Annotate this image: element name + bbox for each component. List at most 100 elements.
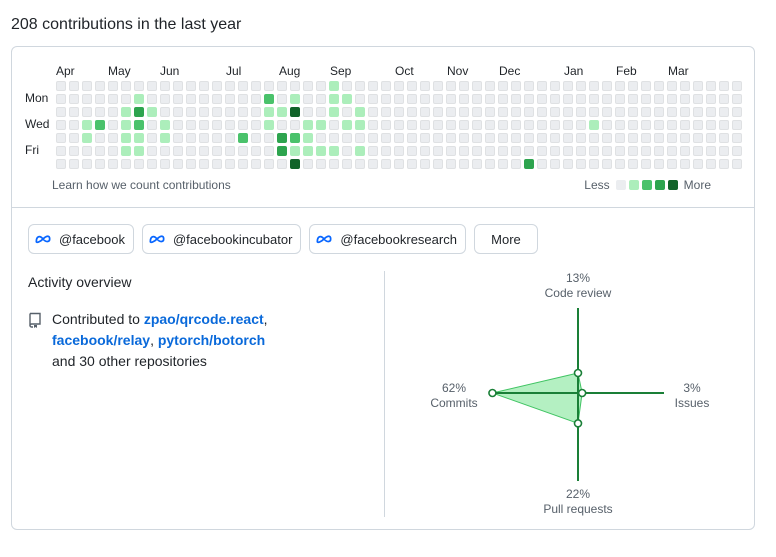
contribution-cell[interactable]: [225, 146, 235, 156]
contribution-cell[interactable]: [69, 94, 79, 104]
contribution-cell[interactable]: [316, 120, 326, 130]
contribution-cell[interactable]: [641, 133, 651, 143]
contribution-cell[interactable]: [732, 146, 742, 156]
contribution-cell[interactable]: [342, 81, 352, 91]
contribution-cell[interactable]: [355, 107, 365, 117]
contribution-cell[interactable]: [186, 94, 196, 104]
contribution-cell[interactable]: [459, 146, 469, 156]
contribution-cell[interactable]: [342, 159, 352, 169]
contribution-cell[interactable]: [654, 94, 664, 104]
contribution-cell[interactable]: [563, 94, 573, 104]
contribution-cell[interactable]: [368, 133, 378, 143]
contribution-cell[interactable]: [719, 159, 729, 169]
contribution-cell[interactable]: [277, 107, 287, 117]
contribution-cell[interactable]: [277, 133, 287, 143]
contribution-cell[interactable]: [550, 159, 560, 169]
contribution-cell[interactable]: [719, 146, 729, 156]
contribution-cell[interactable]: [342, 94, 352, 104]
contribution-cell[interactable]: [108, 146, 118, 156]
contribution-cell[interactable]: [225, 120, 235, 130]
contribution-cell[interactable]: [381, 120, 391, 130]
contribution-cell[interactable]: [654, 120, 664, 130]
contribution-cell[interactable]: [56, 146, 66, 156]
contribution-cell[interactable]: [446, 159, 456, 169]
contribution-cell[interactable]: [199, 120, 209, 130]
contribution-cell[interactable]: [524, 107, 534, 117]
contribution-cell[interactable]: [732, 107, 742, 117]
contribution-cell[interactable]: [329, 94, 339, 104]
contribution-cell[interactable]: [433, 120, 443, 130]
contribution-cell[interactable]: [134, 159, 144, 169]
contribution-cell[interactable]: [459, 133, 469, 143]
contribution-cell[interactable]: [472, 133, 482, 143]
contribution-cell[interactable]: [147, 107, 157, 117]
contribution-cell[interactable]: [342, 107, 352, 117]
contribution-cell[interactable]: [56, 107, 66, 117]
contribution-cell[interactable]: [160, 107, 170, 117]
contribution-cell[interactable]: [225, 94, 235, 104]
contribution-cell[interactable]: [589, 159, 599, 169]
contribution-cell[interactable]: [407, 159, 417, 169]
contribution-cell[interactable]: [537, 159, 547, 169]
contribution-cell[interactable]: [511, 133, 521, 143]
contribution-cell[interactable]: [576, 120, 586, 130]
contribution-cell[interactable]: [381, 146, 391, 156]
contribution-cell[interactable]: [69, 81, 79, 91]
repo-link-qrcode-react[interactable]: zpao/qrcode.react: [143, 311, 264, 327]
contribution-cell[interactable]: [420, 159, 430, 169]
contribution-cell[interactable]: [498, 159, 508, 169]
contribution-cell[interactable]: [615, 94, 625, 104]
contribution-cell[interactable]: [680, 94, 690, 104]
contribution-cell[interactable]: [420, 133, 430, 143]
contribution-cell[interactable]: [641, 81, 651, 91]
contribution-cell[interactable]: [238, 159, 248, 169]
contribution-cell[interactable]: [628, 81, 638, 91]
contribution-cell[interactable]: [238, 94, 248, 104]
contribution-cell[interactable]: [485, 81, 495, 91]
contribution-cell[interactable]: [394, 107, 404, 117]
contribution-cell[interactable]: [602, 133, 612, 143]
contribution-cell[interactable]: [82, 159, 92, 169]
contribution-cell[interactable]: [303, 133, 313, 143]
contribution-cell[interactable]: [264, 146, 274, 156]
contribution-cell[interactable]: [602, 107, 612, 117]
contribution-cell[interactable]: [667, 120, 677, 130]
contribution-cell[interactable]: [563, 146, 573, 156]
contribution-cell[interactable]: [121, 120, 131, 130]
contribution-cell[interactable]: [316, 107, 326, 117]
contribution-cell[interactable]: [199, 133, 209, 143]
contribution-cell[interactable]: [407, 133, 417, 143]
contribution-cell[interactable]: [680, 81, 690, 91]
contribution-cell[interactable]: [277, 159, 287, 169]
contribution-cell[interactable]: [667, 107, 677, 117]
learn-contributions-link[interactable]: Learn how we count contributions: [52, 178, 231, 192]
contribution-cell[interactable]: [173, 133, 183, 143]
contribution-cell[interactable]: [667, 94, 677, 104]
contribution-cell[interactable]: [199, 146, 209, 156]
contribution-cell[interactable]: [589, 133, 599, 143]
contribution-cell[interactable]: [732, 120, 742, 130]
contribution-cell[interactable]: [680, 133, 690, 143]
contribution-cell[interactable]: [641, 159, 651, 169]
contribution-cell[interactable]: [381, 159, 391, 169]
contribution-cell[interactable]: [121, 107, 131, 117]
contribution-cell[interactable]: [459, 81, 469, 91]
contribution-cell[interactable]: [615, 133, 625, 143]
contribution-cell[interactable]: [69, 107, 79, 117]
contribution-cell[interactable]: [316, 94, 326, 104]
contribution-cell[interactable]: [706, 120, 716, 130]
contribution-cell[interactable]: [225, 159, 235, 169]
contribution-cell[interactable]: [264, 120, 274, 130]
contribution-cell[interactable]: [342, 120, 352, 130]
contribution-cell[interactable]: [316, 81, 326, 91]
contribution-cell[interactable]: [56, 94, 66, 104]
contribution-cell[interactable]: [56, 81, 66, 91]
contribution-cell[interactable]: [108, 81, 118, 91]
contribution-cell[interactable]: [56, 120, 66, 130]
contribution-cell[interactable]: [238, 107, 248, 117]
contribution-cell[interactable]: [368, 159, 378, 169]
contribution-cell[interactable]: [56, 159, 66, 169]
contribution-cell[interactable]: [69, 159, 79, 169]
contribution-cell[interactable]: [576, 146, 586, 156]
contribution-cell[interactable]: [420, 81, 430, 91]
